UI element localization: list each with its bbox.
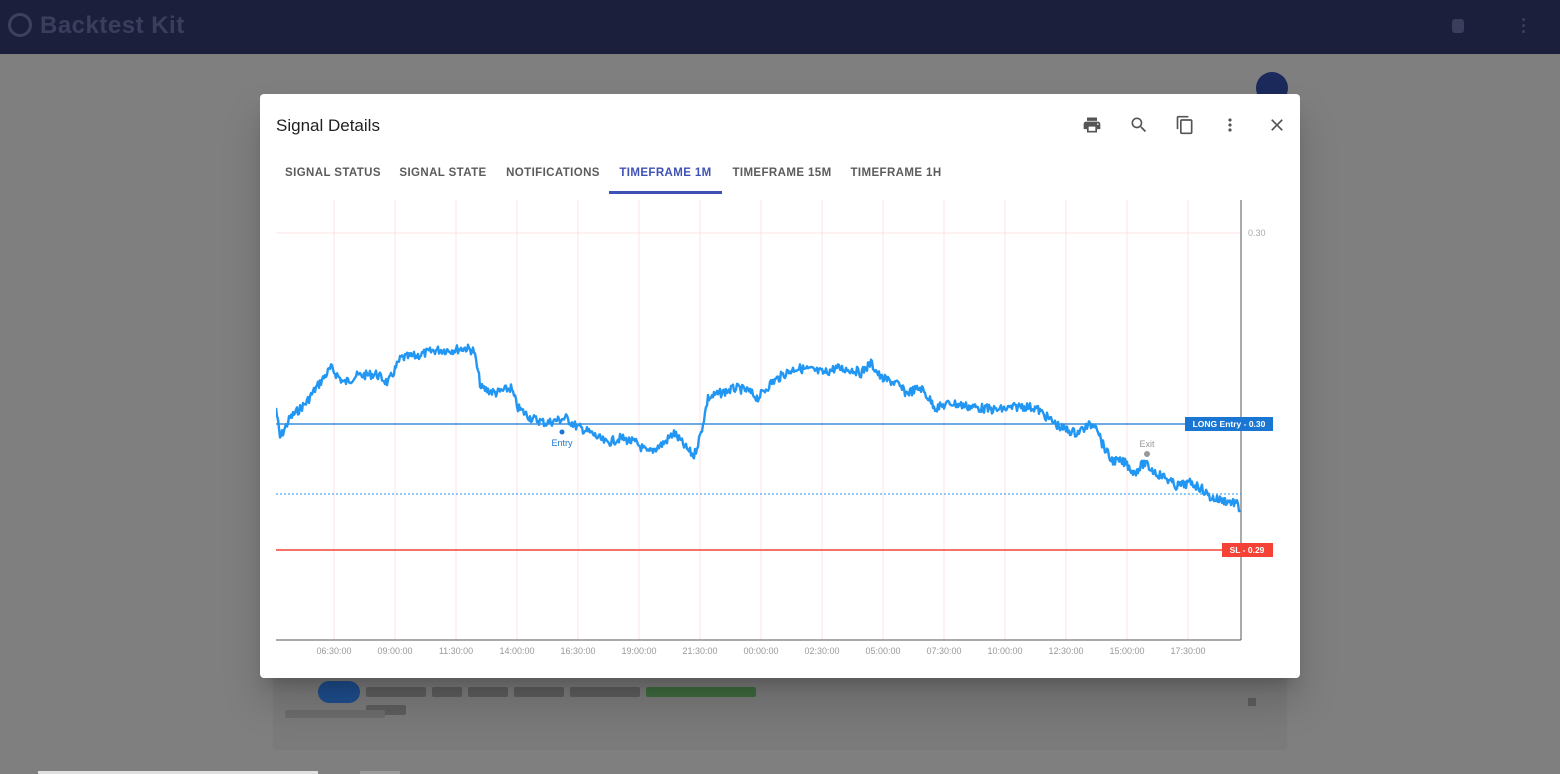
dialog-title: Signal Details (276, 116, 380, 135)
price-series-line (276, 343, 1241, 513)
x-tick-label: 19:00:00 (621, 646, 656, 656)
x-tick-label: 14:00:00 (499, 646, 534, 656)
x-tick-label: 00:00:00 (743, 646, 778, 656)
tab-timeframe-15m[interactable]: TIMEFRAME 15M (732, 167, 832, 179)
exit-marker (1144, 451, 1150, 457)
x-tick-label: 21:30:00 (682, 646, 717, 656)
signal-meta (285, 710, 385, 718)
search-button[interactable] (1123, 109, 1155, 141)
exit-marker-label: Exit (1139, 439, 1155, 449)
x-tick-label: 07:30:00 (926, 646, 961, 656)
app-logo-icon (8, 13, 32, 37)
entry-price-badge-label: LONG Entry - 0.30 (1193, 419, 1266, 429)
x-tick-label: 09:00:00 (377, 646, 412, 656)
x-tick-label: 11:30:00 (439, 646, 473, 656)
entry-marker-label: Entry (551, 438, 573, 448)
close-icon (1271, 119, 1283, 131)
x-tick-label: 05:00:00 (865, 646, 900, 656)
scrollbar[interactable] (38, 771, 318, 774)
tab-notifications[interactable]: NOTIFICATIONS (506, 167, 600, 179)
dialog-toolbar (1076, 109, 1286, 141)
tab-timeframe-1h[interactable]: TIMEFRAME 1H (850, 167, 942, 179)
print-icon (1083, 117, 1101, 133)
expand-icon[interactable] (1248, 698, 1256, 706)
x-tick-label: 15:00:00 (1109, 646, 1144, 656)
chart-grid (276, 200, 1241, 640)
app-bar: Backtest Kit (0, 0, 1560, 54)
tab-signal-state[interactable]: SIGNAL STATE (399, 167, 487, 179)
status-badge (318, 681, 360, 703)
close-button[interactable] (1261, 109, 1293, 141)
print-button[interactable] (1076, 109, 1108, 141)
more-options-button[interactable] (1214, 109, 1246, 141)
x-tick-label: 17:30:00 (1170, 646, 1205, 656)
app-menu-icon[interactable] (1522, 18, 1526, 34)
tab-timeframe-1m[interactable]: TIMEFRAME 1M (609, 156, 722, 194)
y-tick-label: 0.30 (1248, 228, 1266, 238)
price-chart[interactable]: 0.30 06:30:00 09:00:00 11:30:00 14:00:00 16:… (276, 198, 1286, 660)
x-tick-label: 06:30:00 (316, 646, 351, 656)
x-tick-label: 12:30:00 (1048, 646, 1083, 656)
signal-details-dialog: Signal Details SIGNAL STATUS SIGNAL STAT… (260, 94, 1300, 678)
notification-icon[interactable] (1452, 19, 1464, 33)
x-tick-label: 02:30:00 (804, 646, 839, 656)
search-icon (1131, 117, 1147, 133)
app-title: Backtest Kit (40, 12, 185, 39)
copy-icon (1176, 115, 1193, 135)
entry-marker (559, 429, 565, 435)
more-vert-icon (1228, 118, 1232, 132)
copy-button[interactable] (1169, 109, 1201, 141)
scrollbar-thumb[interactable] (360, 771, 400, 774)
tab-signal-status[interactable]: SIGNAL STATUS (285, 167, 381, 179)
signal-summary (366, 684, 806, 715)
stop-loss-badge-label: SL - 0.29 (1230, 545, 1265, 555)
x-axis-ticks: 06:30:00 09:00:00 11:30:00 14:00:00 16:30:00… (316, 646, 1205, 656)
x-tick-label: 16:30:00 (560, 646, 595, 656)
stop-loss-badge (1222, 543, 1273, 557)
x-tick-label: 10:00:00 (987, 646, 1022, 656)
entry-price-badge (1185, 417, 1273, 431)
